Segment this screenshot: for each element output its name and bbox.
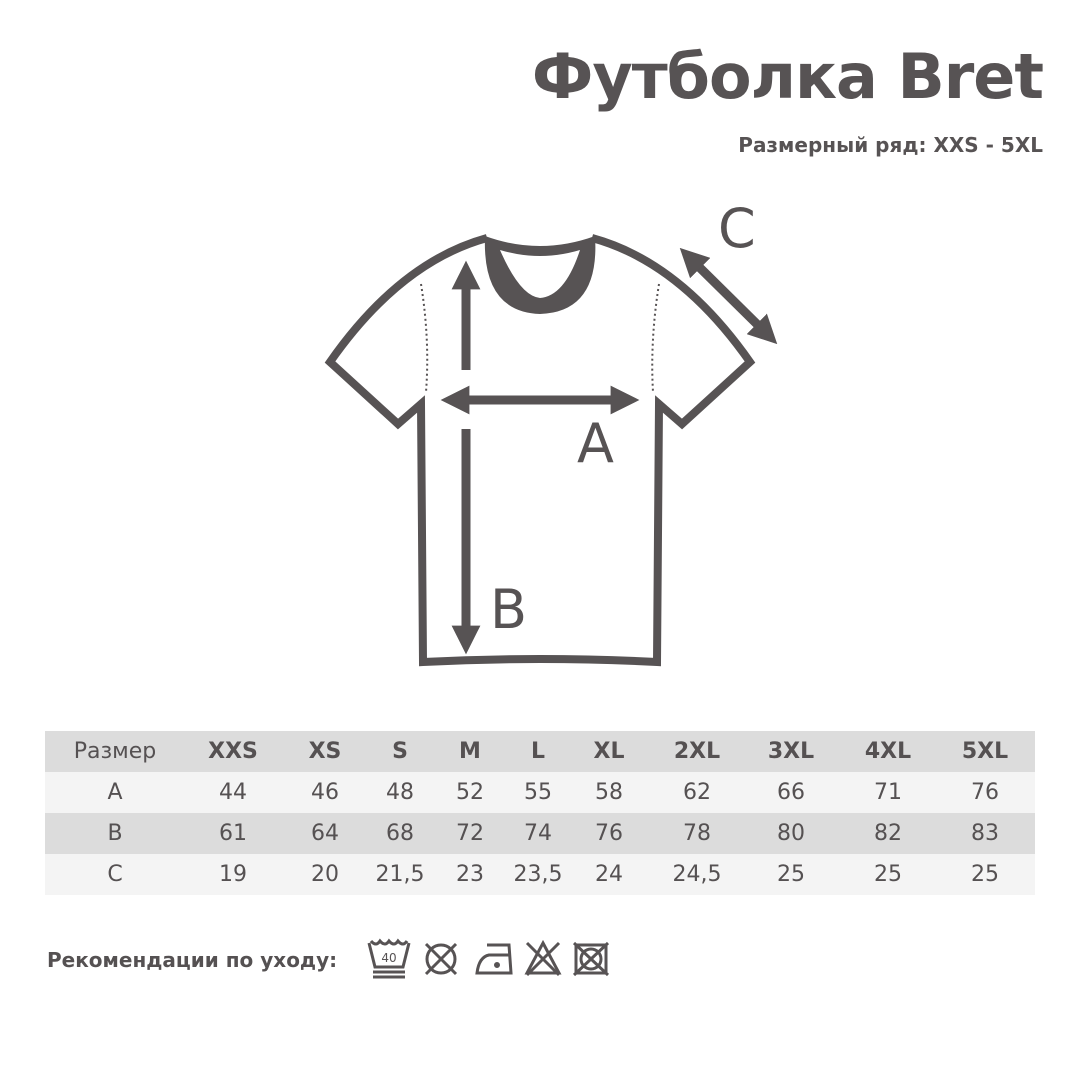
column-header: 5XL xyxy=(961,739,1009,764)
table-cell: 19 xyxy=(219,862,247,887)
table-row: C 19 20 21,5 23 23,5 24 24,5 25 25 25 xyxy=(45,854,1035,895)
table-cell: 48 xyxy=(386,780,414,805)
table-cell: 83 xyxy=(971,821,999,846)
table-cell: 46 xyxy=(311,780,339,805)
column-header: XL xyxy=(593,739,625,764)
table-cell: 44 xyxy=(219,780,247,805)
table-cell: 25 xyxy=(971,862,999,887)
care-icons: 40 xyxy=(367,938,610,979)
table-cell: 64 xyxy=(311,821,339,846)
table-cell: 25 xyxy=(874,862,902,887)
table-cell: 74 xyxy=(524,821,552,846)
table-cell: 21,5 xyxy=(375,862,425,887)
column-header: 2XL xyxy=(673,739,721,764)
column-header: L xyxy=(530,739,546,764)
wash-temp: 40 xyxy=(381,951,396,965)
table-cell: 62 xyxy=(683,780,711,805)
table-cell: 72 xyxy=(456,821,484,846)
iron-low-icon xyxy=(475,943,513,975)
right-seam xyxy=(651,283,660,393)
label-c: C xyxy=(718,197,756,260)
left-seam xyxy=(420,283,429,393)
column-header: S xyxy=(392,739,408,764)
sleeve-arrow xyxy=(679,247,778,345)
table-cell: 71 xyxy=(874,780,902,805)
column-header: 4XL xyxy=(864,739,912,764)
table-cell: 24 xyxy=(595,862,623,887)
no-tumble-dry-icon xyxy=(572,941,610,977)
label-b: B xyxy=(490,578,527,641)
table-row: B 61 64 68 72 74 76 78 80 82 83 xyxy=(45,813,1035,854)
table-cell: C xyxy=(107,862,123,887)
table-header-row: Размер XXS XS S M L XL 2XL 3XL 4XL 5XL xyxy=(45,731,1035,772)
size-range-subtitle: Размерный ряд: XXS - 5XL xyxy=(738,133,1043,157)
table-cell: 76 xyxy=(971,780,999,805)
column-header: XXS xyxy=(208,739,258,764)
care-label: Рекомендации по уходу: xyxy=(47,948,338,972)
tshirt-collar xyxy=(484,236,596,314)
table-cell: 66 xyxy=(777,780,805,805)
column-header: Размер xyxy=(73,739,157,764)
table-cell: 80 xyxy=(777,821,805,846)
table-cell: 55 xyxy=(524,780,552,805)
table-cell: 52 xyxy=(456,780,484,805)
table-cell: 20 xyxy=(311,862,339,887)
label-a: A xyxy=(577,412,614,475)
no-dry-clean-icon xyxy=(424,942,458,976)
column-header: XS xyxy=(308,739,342,764)
wash-40-gentle-icon: 40 xyxy=(367,938,411,979)
table-cell: 23 xyxy=(456,862,484,887)
tshirt-diagram: A B C xyxy=(324,197,778,667)
table-cell: 23,5 xyxy=(513,862,563,887)
table-cell: 82 xyxy=(874,821,902,846)
no-bleach-icon xyxy=(524,939,562,977)
column-header: M xyxy=(459,739,481,764)
table-cell: 25 xyxy=(777,862,805,887)
table-row: A 44 46 48 52 55 58 62 66 71 76 xyxy=(45,772,1035,813)
table-cell: 76 xyxy=(595,821,623,846)
table-cell: 24,5 xyxy=(672,862,722,887)
table-cell: A xyxy=(107,780,123,805)
table-cell: 58 xyxy=(595,780,623,805)
table-cell: 61 xyxy=(219,821,247,846)
table-cell: B xyxy=(107,821,123,846)
table-cell: 68 xyxy=(386,821,414,846)
column-header: 3XL xyxy=(767,739,815,764)
page-title: Футболка Bret xyxy=(531,40,1044,113)
table-cell: 78 xyxy=(683,821,711,846)
size-table: Размер XXS XS S M L XL 2XL 3XL 4XL 5XL A 44 46 48 52 55 5… xyxy=(45,731,1035,895)
